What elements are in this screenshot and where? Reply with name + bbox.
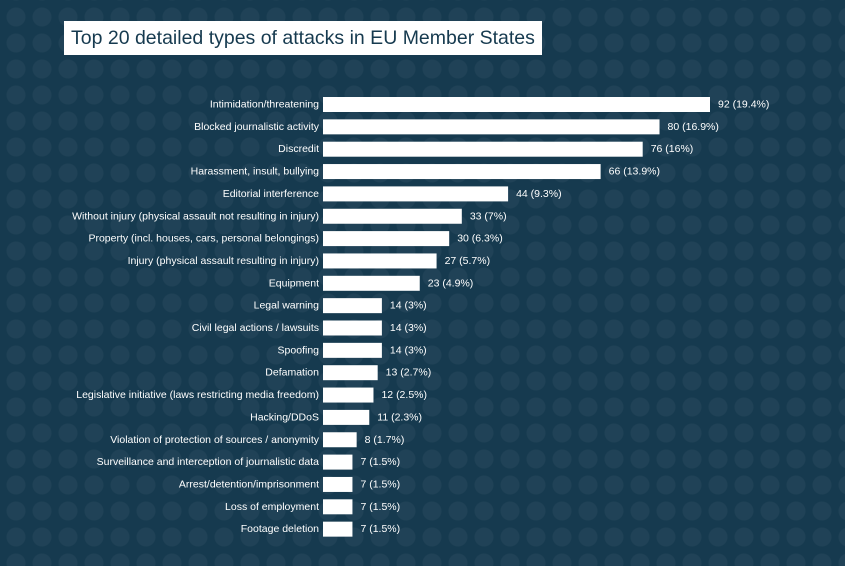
bar [323,387,374,403]
category-label: Defamation [265,367,319,379]
category-label: Civil legal actions / lawsuits [192,322,319,334]
value-label: 7 (1.5%) [360,478,400,490]
bar [323,499,353,515]
category-label: Without injury (physical assault not res… [72,210,319,222]
category-label: Intimidation/threatening [210,99,319,111]
category-label: Injury (physical assault resulting in in… [128,255,319,267]
category-label: Surveillance and interception of journal… [97,456,320,468]
bar [323,320,382,336]
bar [323,298,382,314]
category-label: Blocked journalistic activity [194,121,320,133]
bar [323,119,660,135]
value-label: 12 (2.5%) [381,389,427,401]
category-label: Arrest/detention/imprisonment [179,478,319,490]
category-label: Footage deletion [241,523,319,535]
value-label: 7 (1.5%) [360,523,400,535]
bar [323,476,353,492]
value-label: 76 (16%) [651,143,694,155]
bar [323,253,437,269]
bar [323,432,357,448]
bar [323,454,353,470]
bar [323,365,378,381]
bar [323,97,710,112]
category-label: Legal warning [254,300,320,312]
value-label: 7 (1.5%) [360,456,400,468]
value-label: 44 (9.3%) [516,188,562,200]
category-label: Hacking/DDoS [250,411,319,423]
value-label: 13 (2.7%) [386,367,432,379]
value-label: 66 (13.9%) [609,166,660,178]
bar [323,231,450,247]
value-label: 14 (3%) [390,344,427,356]
category-label: Discredit [278,143,319,155]
value-label: 92 (19.4%) [718,99,769,111]
bar [323,208,462,224]
value-label: 27 (5.7%) [445,255,491,267]
value-label: 80 (16.9%) [668,121,719,133]
chart-title: Top 20 detailed types of attacks in EU M… [71,26,535,49]
chart-title-box: Top 20 detailed types of attacks in EU M… [64,21,542,55]
value-label: 33 (7%) [470,210,507,222]
bar [323,164,601,180]
category-label: Loss of employment [225,501,319,513]
category-label: Property (incl. houses, cars, personal b… [88,233,319,245]
value-label: 7 (1.5%) [360,501,400,513]
category-label: Spoofing [278,344,320,356]
category-label: Legislative initiative (laws restricting… [76,389,319,401]
bar [323,186,509,202]
bar [323,275,420,291]
bar [323,409,370,425]
bar [323,141,643,157]
bar [323,342,382,358]
category-label: Violation of protection of sources / ano… [110,434,320,446]
value-label: 23 (4.9%) [428,277,474,289]
value-label: 14 (3%) [390,322,427,334]
value-label: 8 (1.7%) [365,434,405,446]
category-label: Editorial interference [223,188,319,200]
value-label: 11 (2.3%) [377,411,422,423]
value-label: 30 (6.3%) [457,233,503,245]
category-label: Equipment [269,277,319,289]
category-label: Harassment, insult, bullying [191,166,320,178]
value-label: 14 (3%) [390,300,427,312]
bar [323,521,353,537]
